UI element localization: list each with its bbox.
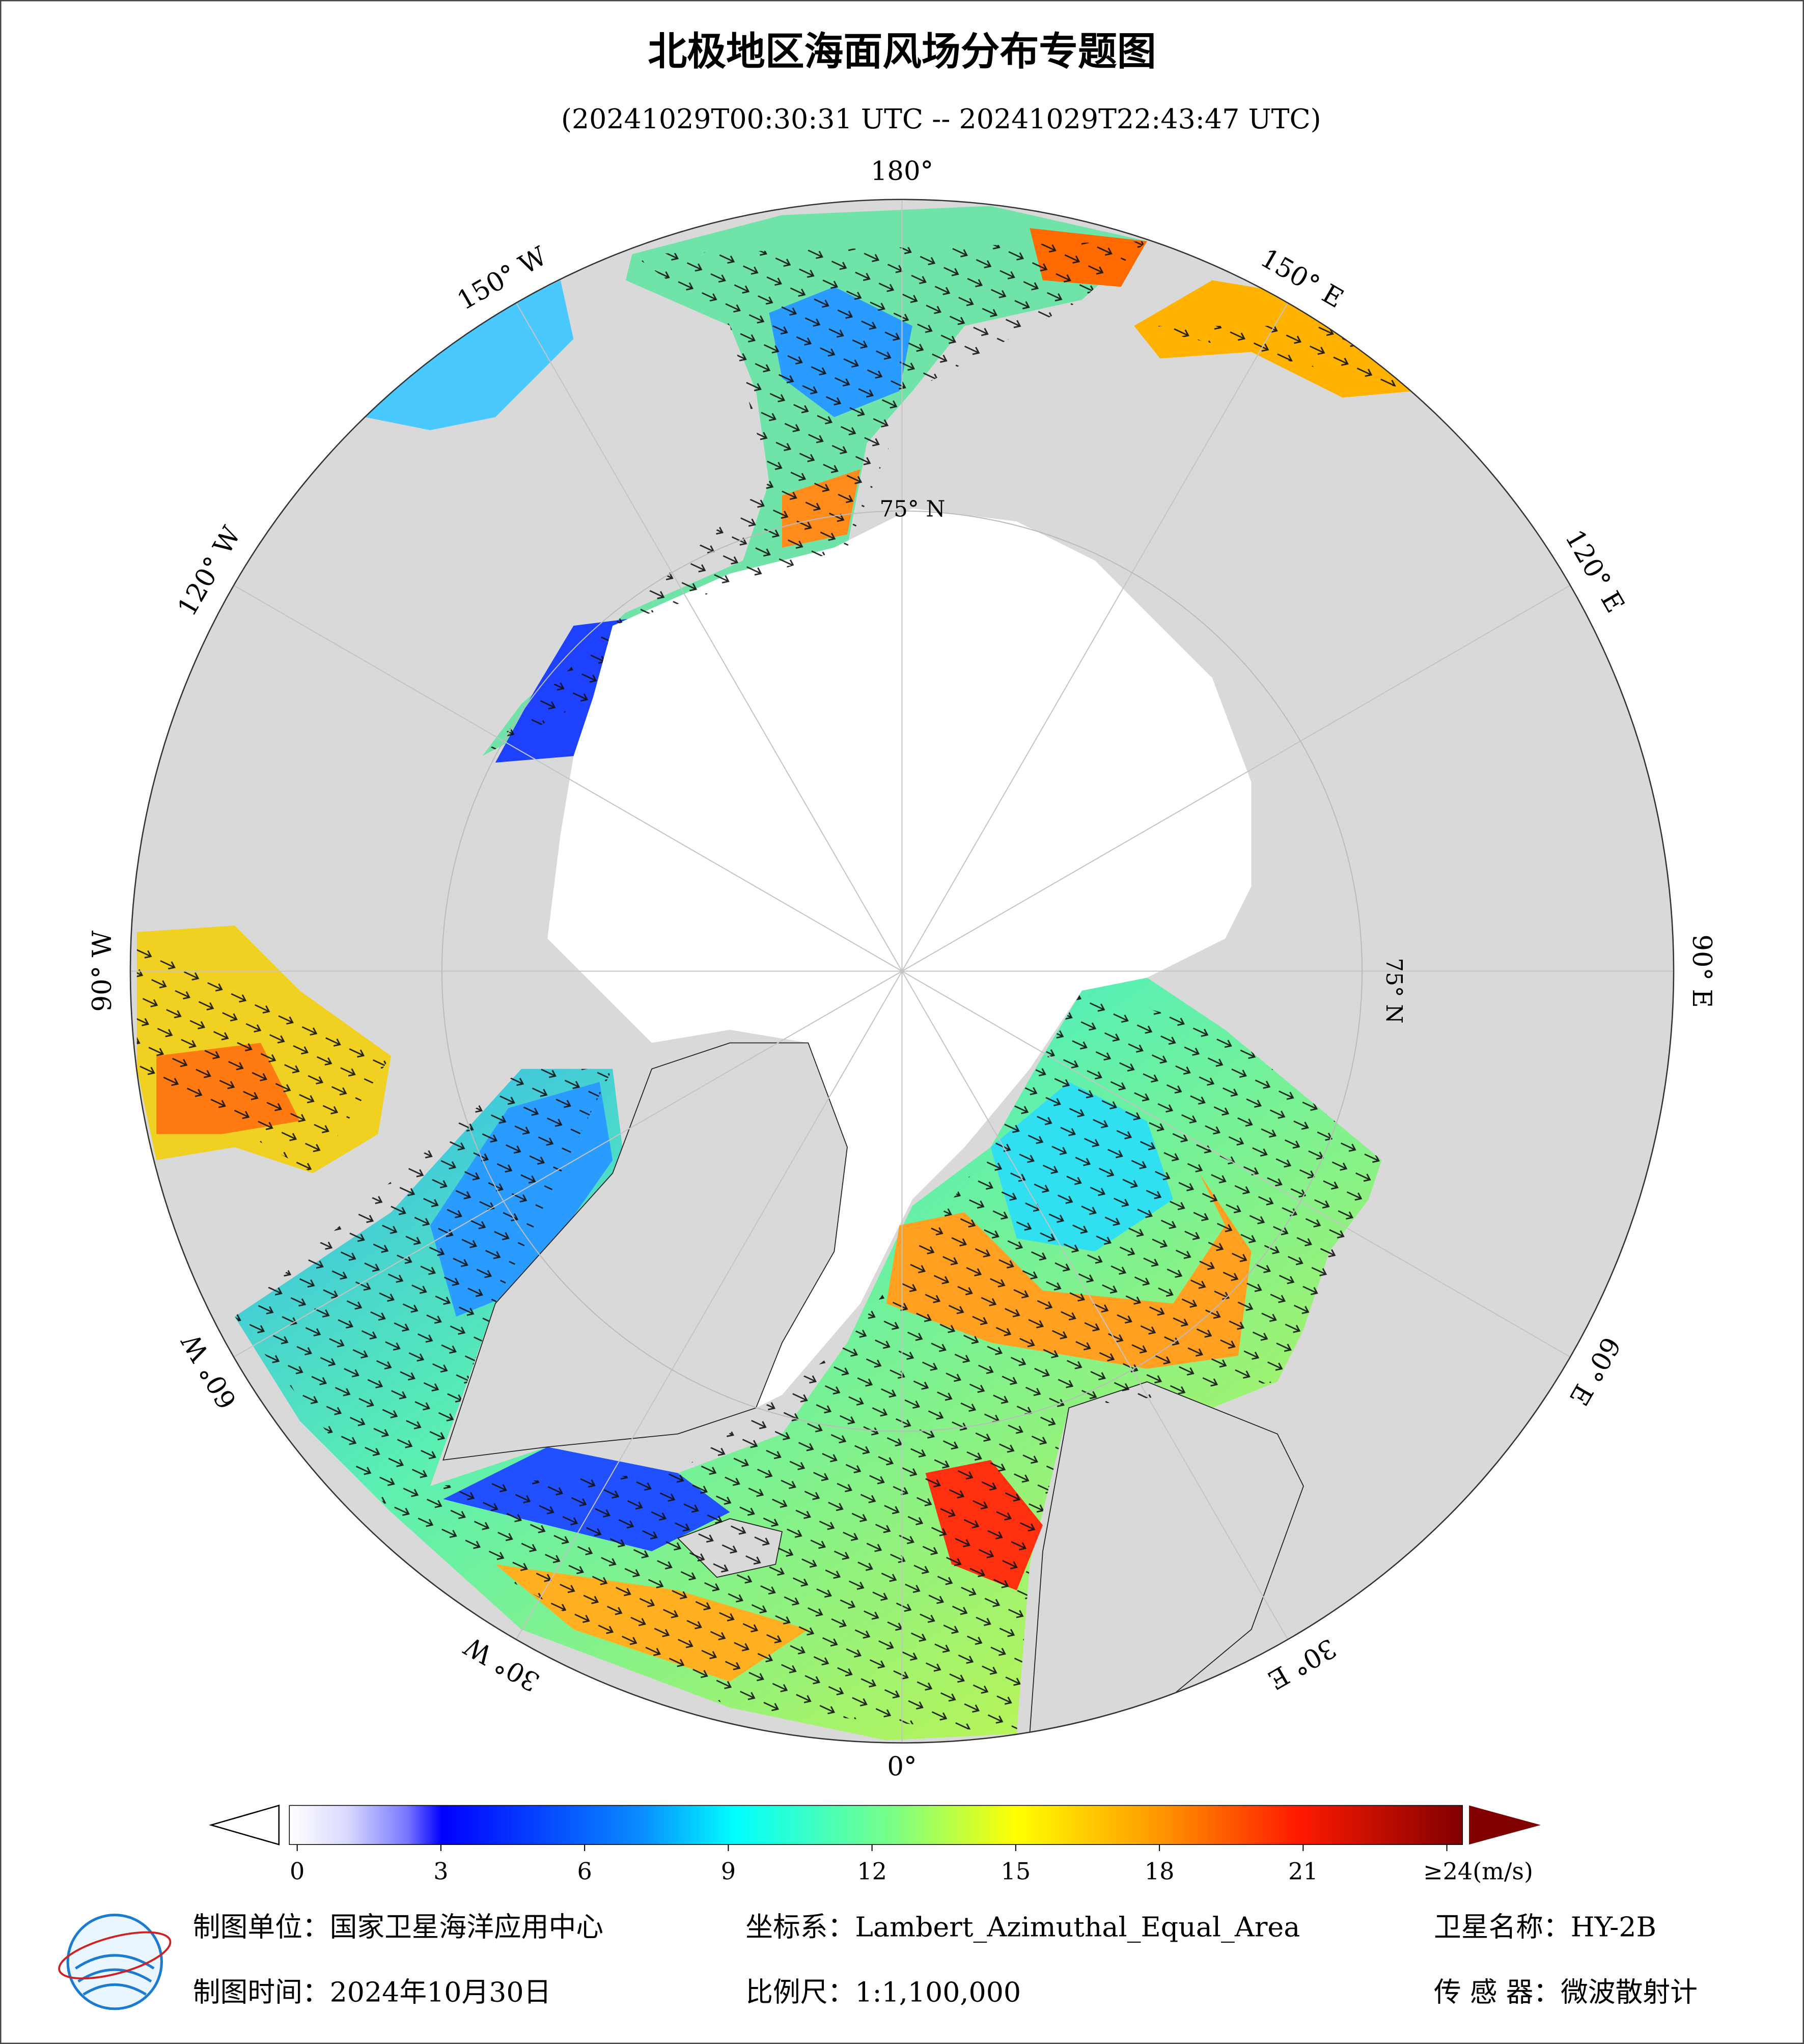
footer-field: 比例尺：1:1,100,000 — [745, 1976, 1021, 2008]
title: 北极地区海面风场分布专题图 — [648, 29, 1156, 75]
colorbar-tick-label: 15 — [1001, 1858, 1031, 1885]
meridian — [901, 971, 1294, 1649]
logo — [58, 1913, 172, 2010]
greenland — [442, 1042, 848, 1461]
meridian — [901, 579, 1580, 972]
colorbar-tick-label: 18 — [1145, 1858, 1175, 1885]
graticule — [130, 199, 1674, 1743]
footer-field: 卫星名称：HY-2B — [1434, 1911, 1656, 1943]
map-outline — [129, 199, 1675, 1744]
meridian — [901, 293, 1294, 972]
latitude-label: 75° N — [879, 497, 945, 522]
meridian — [224, 579, 903, 972]
longitude-label: 90° E — [1686, 934, 1717, 1007]
colorbar-low-arrow — [209, 1804, 280, 1845]
latitude-label: 75° N — [1381, 958, 1406, 1024]
longitude-label: 180° — [871, 156, 933, 187]
ice — [547, 508, 1252, 1408]
longitude-label: 90° W — [87, 930, 118, 1012]
colorbar-high-arrow — [1469, 1805, 1541, 1845]
meridian — [510, 971, 903, 1649]
subtitle: (20241029T00:30:31 UTC -- 20241029T22:43… — [561, 103, 1321, 135]
footer-field: 制图单位：国家卫星海洋应用中心 — [193, 1911, 603, 1943]
wind-arrows — [136, 241, 1414, 1734]
map-body — [130, 199, 1674, 1743]
bering-strait-west — [365, 280, 574, 430]
colorbar-tick-label: 6 — [577, 1858, 592, 1885]
footer-field: 制图时间：2024年10月30日 — [193, 1976, 551, 2008]
meridian — [224, 970, 903, 1363]
colorbar — [209, 1804, 1541, 1845]
colorbar-tick-label: 9 — [721, 1858, 736, 1885]
footer-field: 传 感 器：微波散射计 — [1434, 1976, 1698, 2008]
footer-field: 坐标系：Lambert_Azimuthal_Equal_Area — [745, 1911, 1300, 1943]
colorbar-tick-label: ≥24(m/s) — [1423, 1858, 1533, 1885]
meridian — [901, 970, 1580, 1363]
colorbar-ramp — [289, 1805, 1463, 1845]
colorbar-tick-label: 3 — [433, 1858, 448, 1885]
colorbar-tick-label: 12 — [857, 1858, 887, 1885]
longitude-label: 0° — [887, 1752, 917, 1782]
latitude-circle — [441, 510, 1363, 1432]
colorbar-tick-label: 0 — [290, 1858, 304, 1885]
colorbar-tick-label: 21 — [1288, 1858, 1318, 1885]
meridian — [510, 293, 903, 972]
